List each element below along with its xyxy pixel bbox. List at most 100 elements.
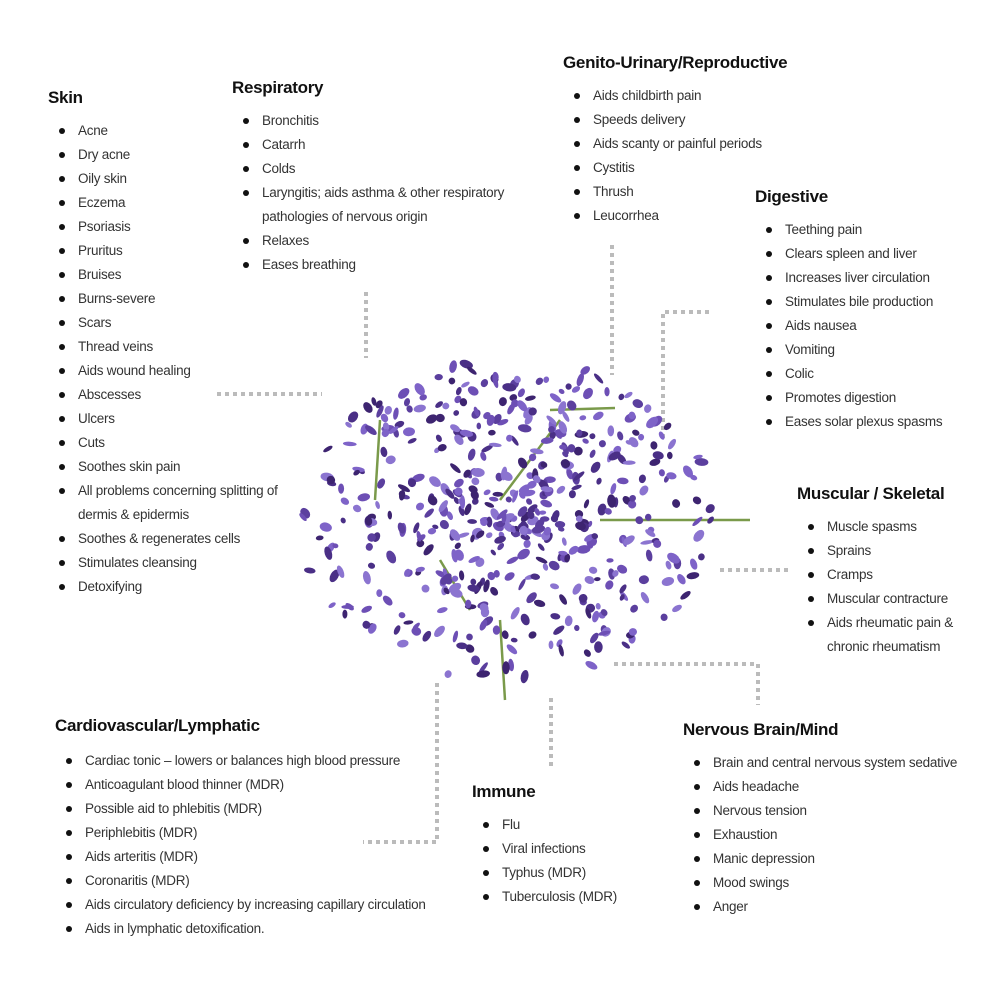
petal xyxy=(571,484,582,491)
petal xyxy=(445,488,455,499)
petal xyxy=(528,453,537,462)
petal xyxy=(507,403,515,415)
petal xyxy=(517,548,530,560)
petal xyxy=(590,537,598,546)
petal xyxy=(421,584,430,593)
petal xyxy=(412,622,420,630)
petal xyxy=(528,631,537,639)
petal xyxy=(596,477,602,485)
petal xyxy=(540,499,553,508)
section: Muscular / Skeletal Muscle spasms Sprains C… xyxy=(797,483,977,659)
petal xyxy=(323,445,333,453)
petal xyxy=(505,496,512,503)
petal xyxy=(630,604,639,613)
petal xyxy=(628,628,637,636)
item-list: Bronchitis Catarrh Colds Laryngitis; aids a… xyxy=(232,109,532,277)
list-item: Scars xyxy=(59,311,308,335)
petal xyxy=(523,539,531,548)
list-item: Anticoagulant blood thinner (MDR) xyxy=(66,773,475,797)
petal xyxy=(533,475,541,483)
petal xyxy=(652,451,664,460)
petal xyxy=(467,519,477,524)
list-item: Pruritus xyxy=(59,239,308,263)
petal xyxy=(487,571,496,581)
petal xyxy=(677,574,686,585)
petal xyxy=(610,483,617,495)
list-item: Increases liver circulation xyxy=(766,266,985,290)
petal xyxy=(493,570,500,578)
petal xyxy=(576,429,583,437)
petal xyxy=(414,383,425,396)
petal xyxy=(600,609,608,616)
petal xyxy=(561,537,567,546)
petal xyxy=(663,422,672,431)
petal xyxy=(398,490,404,497)
petal xyxy=(345,603,354,611)
petal xyxy=(490,586,499,596)
list-item: Soothes skin pain xyxy=(59,455,308,479)
petal xyxy=(364,516,373,526)
petal xyxy=(450,463,461,474)
petal xyxy=(686,572,700,580)
petal xyxy=(568,490,576,499)
petal xyxy=(361,605,373,613)
petal xyxy=(376,405,384,418)
petal xyxy=(471,655,481,666)
list-item: Flu xyxy=(483,813,652,837)
petal xyxy=(413,522,420,534)
petal xyxy=(340,517,346,524)
petal xyxy=(621,641,630,649)
list-item: Muscle spasms xyxy=(808,515,977,539)
petal xyxy=(555,433,562,439)
petal xyxy=(377,478,386,489)
petal xyxy=(576,545,591,554)
list-item: Aids rheumatic pain & chronic rheumatism xyxy=(808,611,977,659)
list-item: Eczema xyxy=(59,191,308,215)
petal xyxy=(437,444,447,452)
petal xyxy=(543,376,550,383)
petal xyxy=(604,387,610,397)
petal xyxy=(629,494,636,502)
petal xyxy=(419,394,427,401)
petal xyxy=(549,583,560,590)
petal xyxy=(698,553,705,561)
section-title: Nervous Brain/Mind xyxy=(683,720,839,739)
petal xyxy=(357,493,371,502)
petal xyxy=(397,639,409,648)
list-item: Cramps xyxy=(808,563,977,587)
petal xyxy=(492,374,499,389)
petal xyxy=(434,625,445,638)
petal xyxy=(568,545,579,555)
petal xyxy=(467,584,480,592)
petal xyxy=(382,422,390,431)
petal xyxy=(415,566,425,573)
section: Genito-Urinary/Reproductive Aids childbir… xyxy=(563,52,823,228)
petal xyxy=(362,620,371,629)
petal xyxy=(398,484,410,493)
petal xyxy=(465,599,472,609)
list-item: Stimulates bile production xyxy=(766,290,985,314)
petal xyxy=(618,393,625,401)
section-title: Immune xyxy=(472,782,536,801)
list-item: Leucorrhea xyxy=(574,204,823,228)
petal xyxy=(540,486,553,493)
petal xyxy=(506,434,513,442)
petal xyxy=(345,421,352,428)
petal xyxy=(535,556,548,564)
section-title: Respiratory xyxy=(232,78,324,97)
petal xyxy=(488,496,499,502)
petal xyxy=(607,494,617,508)
petal xyxy=(486,516,493,528)
petal xyxy=(342,441,357,447)
petal xyxy=(387,510,393,520)
petal xyxy=(683,465,693,478)
list-item: Burns-severe xyxy=(59,287,308,311)
petal xyxy=(367,562,376,569)
list-item: Cystitis xyxy=(574,156,823,180)
petal xyxy=(504,572,515,581)
petal xyxy=(667,438,677,450)
petal xyxy=(530,448,544,455)
petal xyxy=(588,566,598,574)
petal xyxy=(591,533,599,540)
